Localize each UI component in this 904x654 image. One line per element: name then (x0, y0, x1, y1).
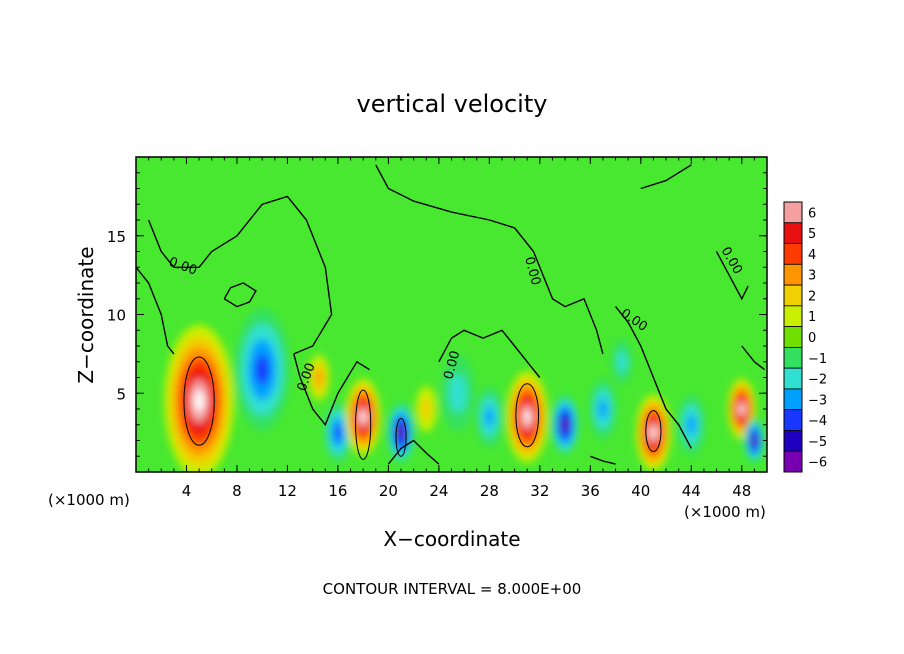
field-feature (484, 406, 494, 428)
contour-line (590, 455, 616, 465)
x-tick-label: 24 (429, 482, 448, 500)
contour-line (438, 329, 541, 378)
y-tick-label: 5 (116, 385, 126, 403)
plot-area (136, 157, 767, 472)
colorbar-label: 6 (808, 206, 816, 221)
field-feature (421, 397, 432, 421)
x-tick-label: 40 (631, 482, 650, 500)
colorbar-swatch (783, 243, 803, 265)
core-contour (515, 383, 540, 448)
y-tick-label: 10 (107, 307, 126, 325)
zero-contours (136, 164, 765, 465)
contour-line (387, 439, 440, 465)
y-axis: 5 10 15 (107, 172, 767, 457)
contour-line (615, 306, 692, 449)
field-feature (449, 374, 467, 413)
colorbar-label: 0 (808, 331, 816, 346)
contour-line (741, 345, 765, 371)
colorbar-swatch (783, 326, 803, 348)
x-tick-label: 12 (278, 482, 297, 500)
colorbar-swatch (783, 409, 803, 431)
x-tick-label: 16 (328, 482, 347, 500)
colorbar-swatch (783, 367, 803, 390)
contour-interval-footer: CONTOUR INTERVAL = 8.000E+00 (323, 580, 582, 598)
colorbar-label: 5 (808, 227, 816, 242)
colorbar-label: −5 (808, 435, 827, 450)
colorbar-swatch (783, 222, 803, 244)
colorbar-label: −4 (808, 414, 827, 429)
x-unit-right: (×1000 m) (684, 503, 766, 521)
colorbar: 6 5 4 3 2 1 0 −1 −2 −3 −4 −5 −6 (783, 201, 827, 473)
field-feature (650, 427, 656, 439)
field-feature (752, 436, 757, 445)
x-tick-label: 4 (182, 482, 192, 500)
colorbar-swatch (783, 346, 803, 369)
contour-line (640, 164, 692, 190)
colorbar-label: 4 (808, 248, 816, 263)
colorbar-label: −6 (808, 456, 827, 471)
x-tick-label: 44 (682, 482, 701, 500)
colorbar-label: −3 (808, 393, 827, 408)
y-tick-label: 15 (107, 228, 126, 246)
colorbar-label: 3 (808, 269, 816, 284)
colorbar-swatch (783, 450, 803, 473)
colorbar-label: −1 (808, 352, 827, 367)
x-tick-label: 32 (530, 482, 549, 500)
colorbar-label: 1 (808, 310, 816, 325)
colorbar-swatch (783, 201, 803, 224)
field-feature (598, 398, 608, 420)
contour-line (715, 251, 749, 301)
field-features (164, 308, 765, 472)
field-feature (194, 390, 205, 413)
contour-label: 0.00 (521, 255, 543, 287)
core-contour (395, 417, 407, 457)
field-feature (739, 404, 744, 414)
x-axis-label: X−coordinate (383, 527, 520, 551)
colorbar-swatch (783, 263, 803, 286)
field-feature (686, 414, 696, 435)
x-tick-label: 28 (480, 482, 499, 500)
field-feature (334, 424, 342, 441)
contour-line (147, 195, 333, 355)
contour-line (223, 282, 257, 308)
x-axis: 4 8 12 16 20 24 28 32 36 40 44 48 (148, 157, 755, 500)
field-feature (524, 410, 531, 424)
colorbar-swatch (783, 388, 803, 411)
core-contour (645, 410, 662, 453)
colorbar-swatch (783, 305, 803, 328)
core-contour (183, 356, 215, 446)
x-unit-left: (×1000 m) (48, 491, 130, 509)
contour-label: 0.00 (441, 349, 463, 381)
contour-line (375, 164, 604, 355)
x-tick-label: 20 (379, 482, 398, 500)
colorbar-swatch (783, 284, 803, 307)
colorbar-frame (783, 201, 803, 473)
core-contour (355, 389, 372, 460)
y-axis-label: Z−coordinate (74, 246, 98, 383)
contour-line (136, 266, 175, 355)
x-tick-label: 48 (732, 482, 751, 500)
field-feature (398, 427, 404, 438)
x-tick-label: 36 (581, 482, 600, 500)
x-tick-label: 8 (232, 482, 242, 500)
chart-title: vertical velocity (357, 90, 548, 118)
field-feature (360, 411, 366, 423)
field-feature (315, 369, 323, 386)
field-feature (255, 354, 270, 385)
colorbar-label: −2 (808, 373, 827, 388)
field-feature (562, 419, 568, 430)
field-feature (616, 350, 628, 374)
colorbar-swatch (783, 430, 803, 452)
colorbar-label: 2 (808, 289, 816, 304)
contour-line (293, 353, 370, 427)
